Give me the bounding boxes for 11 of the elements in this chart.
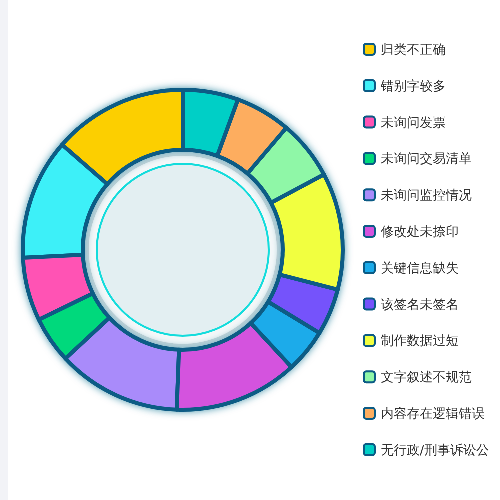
legend-label: 错别字较多 xyxy=(380,78,446,94)
legend-label: 文字叙述不规范 xyxy=(381,370,472,386)
legend-label: 该签名未签名 xyxy=(381,296,459,313)
legend-label: 修改处未捺印 xyxy=(381,225,459,240)
legend-label: 未询问发票 xyxy=(381,116,446,131)
legend-label: 未询问交易清单 xyxy=(381,151,472,168)
legend-label: 归类不正确 xyxy=(381,43,446,58)
legend-label: 关键信息缺失 xyxy=(381,261,459,276)
legend-label: 内容存在逻辑错误 xyxy=(381,406,485,422)
legend-label: 未询问监控情况 xyxy=(381,188,472,204)
legend-label: 制作数据过短 xyxy=(381,334,459,350)
